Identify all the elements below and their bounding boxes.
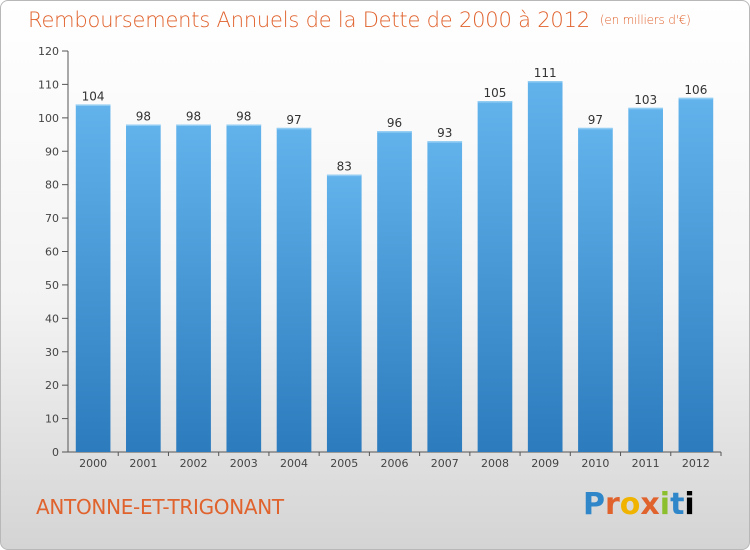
x-tick-label: 2011 <box>632 457 660 470</box>
logo-letter: P <box>583 487 605 522</box>
y-tick-label: 110 <box>38 78 59 91</box>
bar-highlight <box>226 124 262 127</box>
x-tick-label: 2009 <box>531 457 559 470</box>
bar-2005 <box>326 174 362 452</box>
logo-letter: i <box>684 487 695 522</box>
bar-highlight <box>578 127 613 130</box>
axes: 0 10 20 30 40 50 60 70 80 90 100 110 120 2000 2001 2002… <box>38 45 722 470</box>
x-tick-label: 2008 <box>481 457 509 470</box>
y-tick-label: 10 <box>45 413 59 426</box>
bar-2008 <box>477 101 513 452</box>
y-tick-label: 0 <box>52 446 59 459</box>
data-label: 97 <box>286 113 301 127</box>
bar-highlight <box>75 104 111 106</box>
data-label: 111 <box>534 66 557 80</box>
x-tick-label: 2012 <box>682 457 710 470</box>
chart-title-text: Remboursements Annuels de la Dette de 20… <box>28 8 590 32</box>
x-tick-label: 2001 <box>129 457 157 470</box>
logo-letter: o <box>619 487 641 522</box>
y-tick-label: 30 <box>45 346 59 359</box>
bar-highlight <box>477 101 513 103</box>
bars <box>75 81 714 453</box>
bar-highlight <box>527 81 563 83</box>
unit-note: (en milliers d'€) <box>599 13 691 27</box>
x-tick-label: 2000 <box>79 457 107 470</box>
logo-letter: i <box>659 487 671 522</box>
bar-highlight <box>377 131 412 133</box>
y-tick-label: 50 <box>45 279 59 292</box>
y-tick-label: 120 <box>38 45 59 58</box>
commune-name: ANTONNE-ET-TRIGONANT <box>36 495 284 519</box>
bar-2012 <box>678 97 714 453</box>
bar-2009 <box>527 81 563 452</box>
data-label: 93 <box>437 126 452 140</box>
data-label: 83 <box>337 160 352 174</box>
bar-2007 <box>427 141 463 452</box>
x-tick-label: 2002 <box>180 457 208 470</box>
y-tick-label: 60 <box>45 246 59 259</box>
x-tick-label: 2005 <box>330 457 358 470</box>
x-tick-label: 2004 <box>280 457 308 470</box>
x-tick-label: 2007 <box>431 457 459 470</box>
bar-highlight <box>628 107 663 110</box>
data-label: 98 <box>236 110 251 124</box>
bar-2003 <box>226 124 262 453</box>
bar-highlight <box>276 127 312 130</box>
y-tick-label: 20 <box>45 379 59 392</box>
bar-2002 <box>176 124 211 453</box>
logo-letter: r <box>605 487 620 522</box>
bar-highlight <box>176 124 211 127</box>
y-tick-label: 100 <box>38 112 59 125</box>
data-label: 98 <box>186 110 201 124</box>
data-label: 98 <box>136 110 151 124</box>
data-label: 105 <box>484 86 507 100</box>
y-tick-label: 70 <box>45 212 59 225</box>
data-labels: 104 98 98 98 97 83 96 93 105 111 97 103 106 <box>82 66 708 174</box>
data-label: 96 <box>387 116 402 130</box>
logo-letter: x <box>640 487 660 522</box>
x-tick-label: 2003 <box>230 457 258 470</box>
bar-2000 <box>75 104 111 452</box>
data-label: 106 <box>684 83 707 97</box>
chart-title: Remboursements Annuels de la Dette de 20… <box>28 8 691 32</box>
bar-2011 <box>628 107 663 452</box>
data-label: 97 <box>588 113 603 127</box>
bar-2010 <box>578 127 613 452</box>
bar-2006 <box>377 131 412 452</box>
bar-highlight <box>678 97 714 100</box>
bar-2001 <box>126 124 161 453</box>
x-tick-label: 2006 <box>381 457 409 470</box>
bar-2004 <box>276 127 312 452</box>
bar-highlight <box>427 141 463 143</box>
data-label: 104 <box>82 89 105 103</box>
bar-highlight <box>126 124 161 127</box>
proxiti-logo[interactable]: Proxiti <box>583 487 695 522</box>
data-label: 103 <box>634 93 657 107</box>
y-tick-label: 90 <box>45 145 59 158</box>
logo-letter: t <box>670 487 685 522</box>
bar-highlight <box>326 174 362 177</box>
x-tick-label: 2010 <box>581 457 609 470</box>
y-tick-label: 40 <box>45 312 59 325</box>
y-tick-label: 80 <box>45 179 59 192</box>
